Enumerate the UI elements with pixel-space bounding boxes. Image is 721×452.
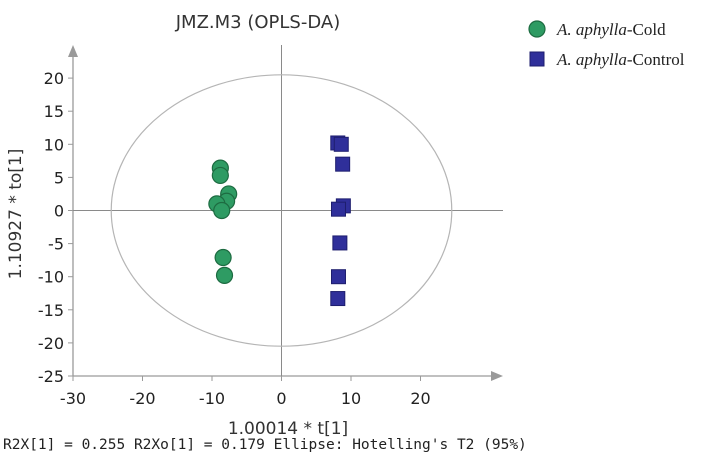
- point-cold: [211, 166, 229, 185]
- point-control: [335, 156, 351, 172]
- x-tick-label: 0: [276, 389, 286, 408]
- hotelling-t2-ellipse: [110, 74, 453, 347]
- y-tick-label: -20: [38, 334, 64, 353]
- x-tick-label: 10: [341, 389, 361, 408]
- x-tick-label: -30: [60, 389, 86, 408]
- point-control: [330, 291, 346, 307]
- y-tick-label: 10: [44, 135, 64, 154]
- x-tick-label: -20: [129, 389, 155, 408]
- y-tick-label: -5: [48, 235, 64, 254]
- y-axis-arrow: [68, 45, 78, 57]
- y-tick-label: -10: [38, 268, 64, 287]
- chart-title: JMZ.M3 (OPLS-DA): [175, 12, 340, 33]
- x-tick-label: 20: [410, 389, 430, 408]
- y-tick-label: -25: [38, 367, 64, 386]
- y-tick-label: 0: [54, 202, 64, 221]
- y-tick-label: 5: [54, 168, 64, 187]
- point-cold: [215, 266, 234, 284]
- y-tick-label: -15: [38, 301, 64, 320]
- legend-marker-cold: [528, 20, 546, 38]
- y-tick-label: 15: [44, 102, 64, 121]
- y-axis-label: 1.10927 * to[1]: [6, 149, 26, 280]
- hotelling-ellipse-layer: [110, 74, 453, 347]
- y-tick-label: 20: [44, 69, 64, 88]
- legend-label-control: A. aphylla-Control: [556, 50, 685, 69]
- point-control: [330, 269, 346, 285]
- x-axis-label: 1.00014 * t[1]: [228, 419, 348, 439]
- legend: A. aphylla-Cold A. aphylla-Control: [528, 20, 685, 69]
- legend-label-cold: A. aphylla-Cold: [556, 20, 666, 39]
- x-axis-arrow: [491, 371, 503, 381]
- data-points-layer: [208, 135, 351, 307]
- model-stats-footer: R2X[1] = 0.255 R2Xo[1] = 0.179 Ellipse: …: [3, 437, 527, 452]
- point-cold: [213, 201, 231, 220]
- legend-marker-control: [529, 51, 545, 67]
- point-control: [333, 136, 349, 152]
- point-control: [330, 201, 346, 217]
- axes-layer: -30 -20 -10 0 10 20 -25 -20 -15 -10 -5 0 5 10 15 20: [38, 45, 503, 408]
- point-control: [332, 235, 348, 251]
- x-tick-label: -10: [199, 389, 225, 408]
- point-cold: [214, 248, 232, 267]
